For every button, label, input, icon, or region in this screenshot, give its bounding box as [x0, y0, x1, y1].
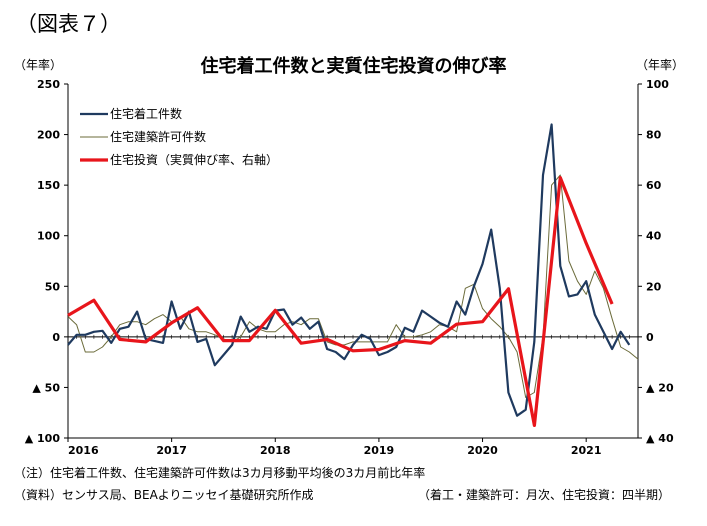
series-building-permits	[67, 174, 639, 398]
series-residential-investment	[67, 176, 614, 427]
note-frequency: （着工・建築許可：月次、住宅投資：四半期）	[418, 488, 671, 502]
x-tick-label: 2020	[467, 444, 498, 457]
right-tick-label: ▲ 40	[646, 432, 674, 445]
x-tick-label: 2016	[68, 444, 99, 457]
legend-item-residential-investment-label: 住宅投資（実質伸び率、右軸）	[110, 152, 278, 167]
right-tick-label: 60	[646, 179, 662, 192]
x-tick-label: 2017	[156, 444, 187, 457]
left-tick-label: 50	[45, 280, 61, 293]
left-axis-unit: （年率）	[14, 58, 63, 72]
left-tick-label: 150	[37, 179, 60, 192]
right-tick-label: 20	[646, 280, 662, 293]
left-tick-label: ▲ 50	[32, 381, 60, 394]
legend-item-housing-starts-label: 住宅着工件数	[110, 106, 182, 121]
x-tick-label: 2021	[571, 444, 602, 457]
series-housing-starts	[67, 123, 631, 417]
chart-title: 住宅着工件数と実質住宅投資の伸び率	[200, 56, 507, 77]
left-tick-label: 200	[37, 129, 60, 142]
right-tick-label: 40	[646, 230, 662, 243]
x-tick-label: 2019	[364, 444, 395, 457]
note-source: （資料）センサス局、BEAよりニッセイ基礎研究所作成	[14, 488, 314, 502]
right-tick-label: 0	[646, 331, 654, 344]
left-tick-label: 250	[37, 78, 60, 91]
left-tick-label: 0	[52, 331, 60, 344]
left-tick-label: ▲ 100	[25, 432, 61, 445]
right-axis-unit: （年率）	[636, 58, 685, 72]
legend-item-building-permits-label: 住宅建築許可件数	[110, 129, 206, 144]
note-calculation: （注）住宅着工件数、住宅建築許可件数は3カ月移動平均後の3カ月前比年率	[14, 466, 426, 480]
right-tick-label: ▲ 20	[646, 381, 674, 394]
series-layer	[67, 123, 639, 427]
left-tick-label: 100	[37, 230, 60, 243]
right-tick-label: 100	[646, 78, 669, 91]
x-tick-label: 2018	[260, 444, 291, 457]
right-tick-label: 80	[646, 129, 662, 142]
figure-label: （図表７）	[16, 12, 121, 36]
